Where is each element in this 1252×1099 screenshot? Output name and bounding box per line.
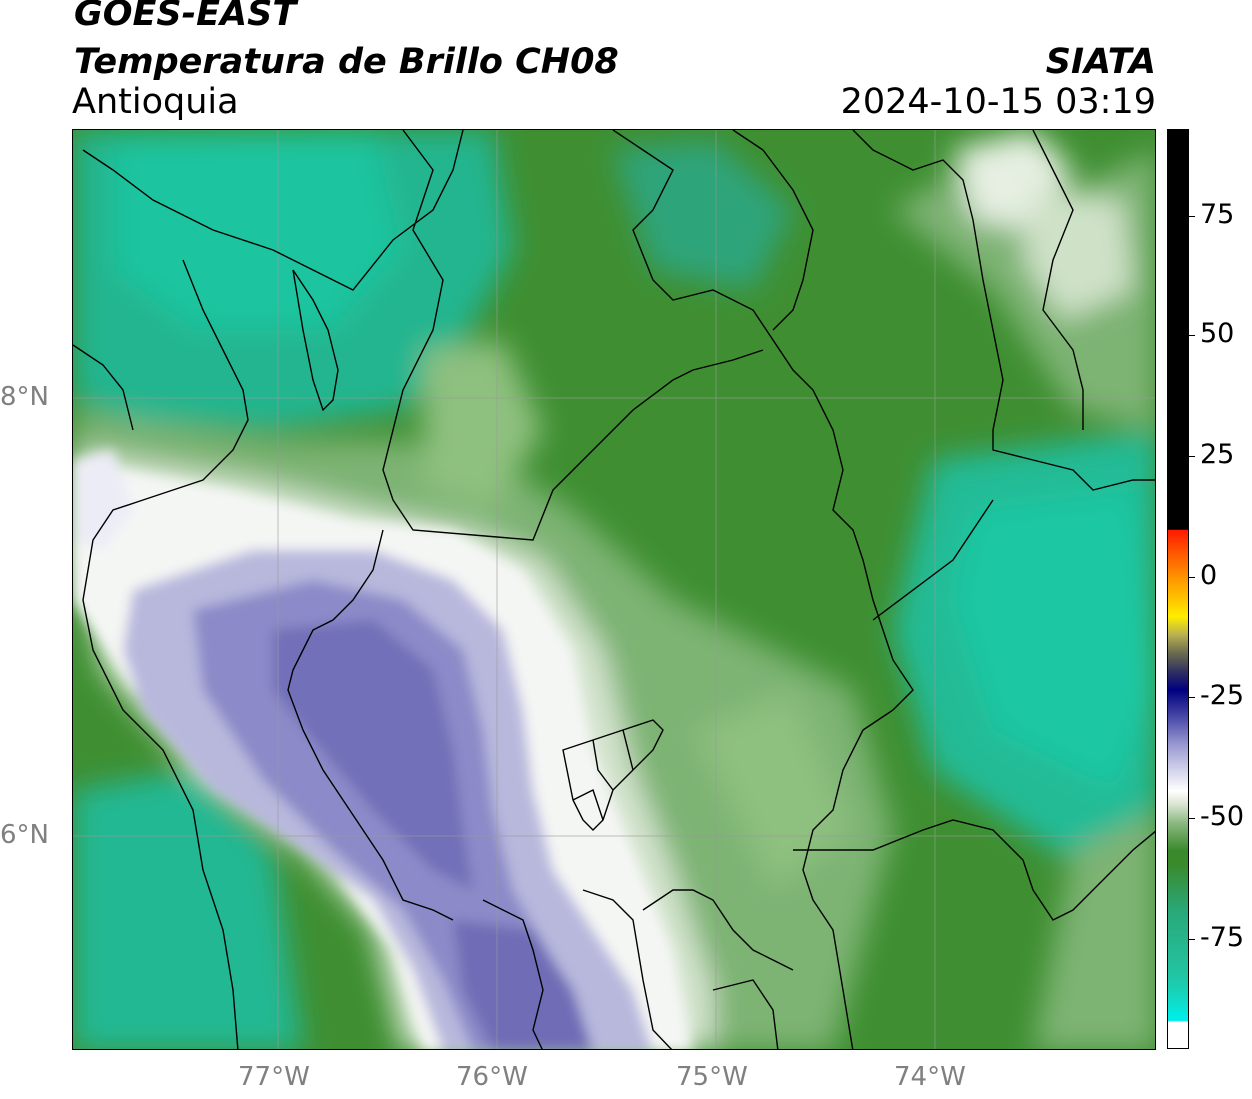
lon-label-75w: 75°W (676, 1062, 748, 1092)
colorbar-label-75: 75 (1200, 199, 1235, 230)
region-label: Antioquia (72, 82, 239, 122)
lon-label-76w: 76°W (456, 1062, 528, 1092)
colorbar-tick (1189, 216, 1195, 217)
administrative-boundaries (73, 130, 1155, 1049)
satellite-title: GOES-EAST (74, 0, 297, 34)
colorbar-tick (1189, 335, 1195, 336)
colorbar-label-minus25: -25 (1200, 680, 1245, 711)
colorbar-label-minus50: -50 (1200, 801, 1245, 832)
lon-label-74w: 74°W (894, 1062, 966, 1092)
colorbar-tick (1189, 577, 1195, 578)
lon-label-77w: 77°W (238, 1062, 310, 1092)
map-gridlines (73, 130, 1155, 1049)
colorbar-label-minus75: -75 (1200, 922, 1245, 953)
satellite-map (72, 129, 1156, 1050)
lat-label-8n: 8°N (0, 382, 49, 412)
colorbar-label-50: 50 (1200, 318, 1235, 349)
temperature-colorbar (1167, 129, 1189, 1049)
product-title: Temperatura de Brillo CH08 (74, 42, 619, 82)
colorbar-tick (1189, 818, 1195, 819)
lat-label-6n: 6°N (0, 820, 49, 850)
colorbar-tick (1189, 939, 1195, 940)
colorbar-label-0: 0 (1200, 560, 1218, 591)
brightness-temperature-field (73, 130, 1155, 1049)
colorbar-tick (1189, 697, 1195, 698)
colorbar-tick (1189, 456, 1195, 457)
colorbar-label-25: 25 (1200, 439, 1235, 470)
organization-label: SIATA (1045, 42, 1156, 82)
datetime-label: 2024-10-15 03:19 (840, 82, 1156, 122)
